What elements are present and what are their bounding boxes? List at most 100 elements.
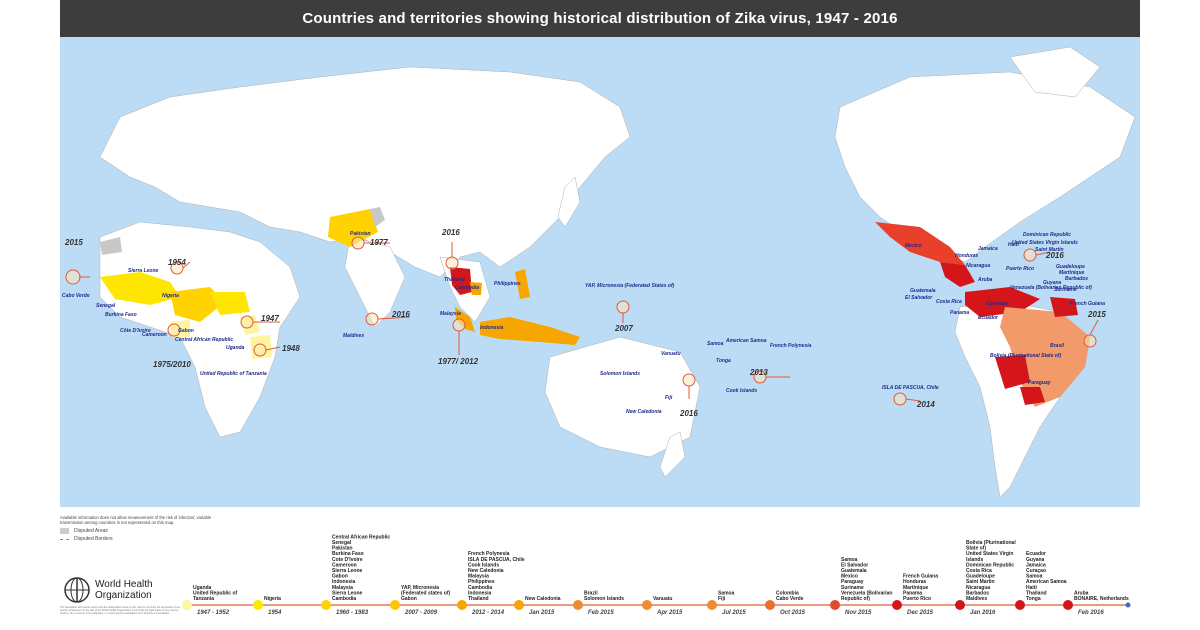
timeline-entry: 1960 - 1983 Central African RepublicSeneg… [321, 534, 390, 616]
timeline-country: Jamaica [1026, 562, 1046, 568]
year-dominican: 2016 [1045, 251, 1064, 260]
label-jamaica: Jamaica [978, 246, 998, 252]
timeline-dot [765, 600, 775, 610]
timeline-period: Jul 2015 [722, 610, 746, 616]
timeline-country: Gabon [401, 596, 417, 602]
landmasses [99, 46, 1136, 498]
label-french-polynesia: French Polynesia [770, 343, 812, 349]
label-barbados: Barbados [1065, 276, 1088, 282]
label-vanuatu: Vanuatu [661, 351, 681, 357]
timeline-country: El Salvador [841, 562, 868, 568]
legend-note: Available information does not allow mea… [60, 515, 212, 525]
timeline-country: Indonesia [468, 590, 492, 596]
greenland-land [1009, 46, 1101, 98]
timeline-country: Uganda [193, 585, 212, 591]
timeline-country: Malaysia [332, 585, 353, 591]
timeline-period: Jan 2015 [529, 610, 555, 616]
year-cabo-verde: 2015 [64, 238, 83, 247]
timeline-dot [457, 600, 467, 610]
timeline-country: Republic of) [841, 596, 870, 602]
who-logo: World Health Organization [63, 576, 153, 604]
label-paraguay: Paraguay [1028, 380, 1051, 386]
label-cabo-verde: Cabo Verde [62, 293, 90, 299]
label-samoa: Samoa [707, 341, 724, 347]
year-labels: 2015 1954 1947 1948 1975/2010 1977 2016 … [64, 228, 1106, 418]
timeline-entry: Apr 2015 Vanuatu [642, 596, 683, 616]
timeline-country: New Caledonia [468, 568, 504, 574]
timeline-country: Solomon Islands [584, 596, 624, 602]
timeline-country: Saint Martin [966, 579, 995, 585]
timeline-country: Panama [903, 590, 922, 596]
timeline-country: (Federated states of) [401, 590, 451, 596]
timeline-country: Samoa [1026, 574, 1043, 580]
timeline-country: Guadeloupe [966, 574, 995, 580]
year-isla-pascua: 2014 [916, 400, 935, 409]
guianas-red [1050, 297, 1078, 317]
year-fiji: 2016 [679, 409, 698, 418]
timeline-entry: 1954 Nigeria [253, 596, 282, 616]
paraguay-red [1020, 387, 1045, 405]
timeline-country: Cambodia [332, 596, 356, 602]
timeline-period: Nov 2015 [845, 610, 872, 616]
label-cambodia: Cambodia [455, 285, 479, 291]
disputed-border-swatch [60, 539, 69, 540]
timeline-country: Suriname [841, 585, 864, 591]
marker-maldives [365, 312, 379, 326]
malaysia-orange [455, 307, 475, 332]
thailand-red [450, 267, 472, 295]
central-america-red [940, 262, 975, 287]
timeline-entry: Jan 2015 New Caledonia [514, 596, 561, 616]
west-africa-yellow [100, 272, 180, 305]
disputed-borders-label: Disputed Borders [74, 536, 113, 542]
who-wordmark: World Health Organization [95, 579, 153, 601]
timeline-entry: 2007 - 2009 YAP, Micronesia(Federated sta… [390, 585, 451, 616]
timeline-country: Ecuador [1026, 551, 1046, 557]
label-yap: YAP, Micronesia (Federated States of) [585, 283, 675, 289]
timeline-country: Indonesia [332, 579, 356, 585]
timeline-country: United Republic of [193, 590, 238, 596]
timeline-country: French Guiana [903, 574, 938, 580]
timeline-period: 1947 - 1952 [197, 610, 230, 616]
label-nigeria: Nigeria [162, 293, 179, 299]
timeline-country: Vanuatu [653, 596, 672, 602]
timeline-country: American Samoa [1026, 579, 1067, 585]
timeline-country: Cameroon [332, 562, 357, 568]
year-nigeria: 1954 [168, 258, 186, 267]
label-fiji: Fiji [665, 395, 673, 401]
timeline-country: Gabon [332, 574, 348, 580]
timeline-country: Maldives [966, 596, 987, 602]
timeline-country: Thailand [1026, 590, 1047, 596]
timeline-dot [642, 600, 652, 610]
timeline-period: 2007 - 2009 [404, 610, 438, 616]
map-title: Countries and territories showing histor… [60, 0, 1140, 37]
label-puerto-rico: Puerto Rico [1006, 266, 1034, 272]
label-philippines: Philippines [494, 281, 521, 287]
label-malaysia: Malaysia [440, 311, 461, 317]
label-maldives: Maldives [343, 333, 364, 339]
label-isla-pascua: ISLA DE PASCUA, Chile [882, 385, 939, 391]
timeline-country: Paraguay [841, 579, 864, 585]
marker-french-guiana [1083, 334, 1097, 348]
marker-pakistan [351, 236, 365, 250]
timeline-country: Brazil [584, 590, 598, 596]
marker-uganda [240, 315, 254, 329]
year-maldives: 2016 [391, 310, 410, 319]
timeline-country: Samoa [841, 557, 858, 563]
year-markers [65, 236, 1099, 406]
map-canvas: 2015 1954 1947 1948 1975/2010 1977 2016 … [62, 46, 1136, 498]
marker-tanzania [253, 343, 267, 357]
label-dominican: Dominican Republic [1023, 232, 1071, 238]
north-america-land [834, 71, 1136, 263]
car-yellow [210, 292, 250, 315]
label-panama: Panama [950, 310, 969, 316]
timeline-period: Apr 2015 [656, 610, 683, 616]
timeline-period: Feb 2016 [1078, 610, 1104, 616]
label-cameroon: Cameroon [142, 332, 167, 338]
country-labels: Cabo Verde Senegal Sierra Leone Burkina … [62, 231, 1105, 415]
timeline-country: Curaçao [1026, 568, 1046, 574]
